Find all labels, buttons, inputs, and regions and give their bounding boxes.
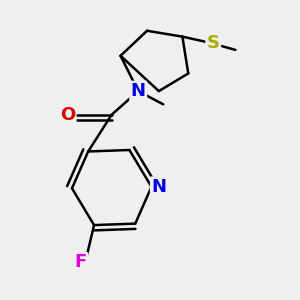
Text: N: N: [131, 82, 146, 100]
Text: F: F: [75, 254, 87, 272]
Text: S: S: [207, 34, 220, 52]
Text: O: O: [60, 106, 75, 124]
Text: N: N: [151, 178, 166, 196]
